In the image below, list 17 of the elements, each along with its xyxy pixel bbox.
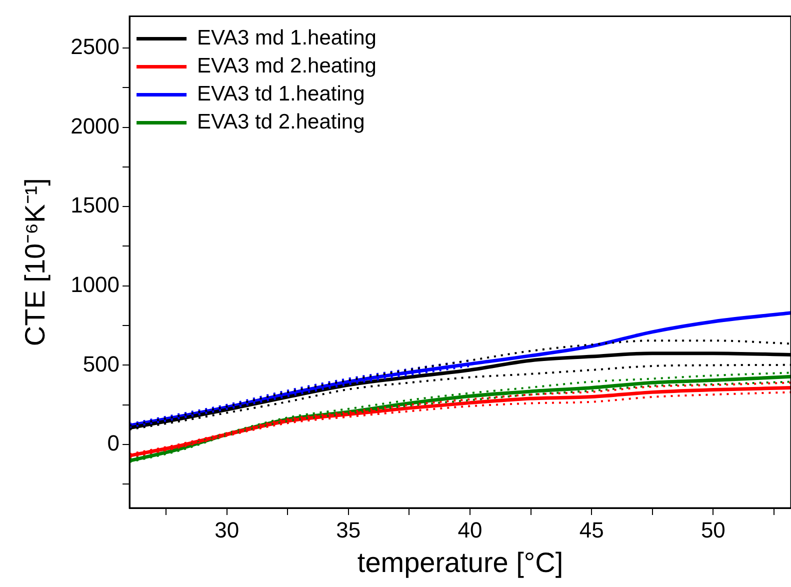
x-tick-label: 30 <box>214 517 240 542</box>
x-axis-title: temperature [°C] <box>357 546 564 578</box>
legend-label: EVA3 md 1.heating <box>197 26 376 50</box>
y-tick-label: 0 <box>107 430 120 456</box>
x-tick-label: 35 <box>336 517 361 542</box>
y-tick-label: 2500 <box>70 34 120 59</box>
x-tick-label: 50 <box>700 517 726 542</box>
legend-label: EVA3 md 2.heating <box>197 54 376 78</box>
legend-label: EVA3 td 1.heating <box>197 82 365 106</box>
y-tick-label: 500 <box>82 351 120 376</box>
y-tick-label: 1000 <box>70 272 120 297</box>
y-axis-title: CTE [10⁻⁶K⁻¹] <box>20 178 51 346</box>
legend-label: EVA3 td 2.heating <box>197 110 365 134</box>
x-tick-label: 40 <box>458 517 482 542</box>
y-tick-label: 1500 <box>70 192 120 218</box>
x-tick-label: 45 <box>579 517 604 542</box>
y-tick-label: 2000 <box>70 113 120 138</box>
